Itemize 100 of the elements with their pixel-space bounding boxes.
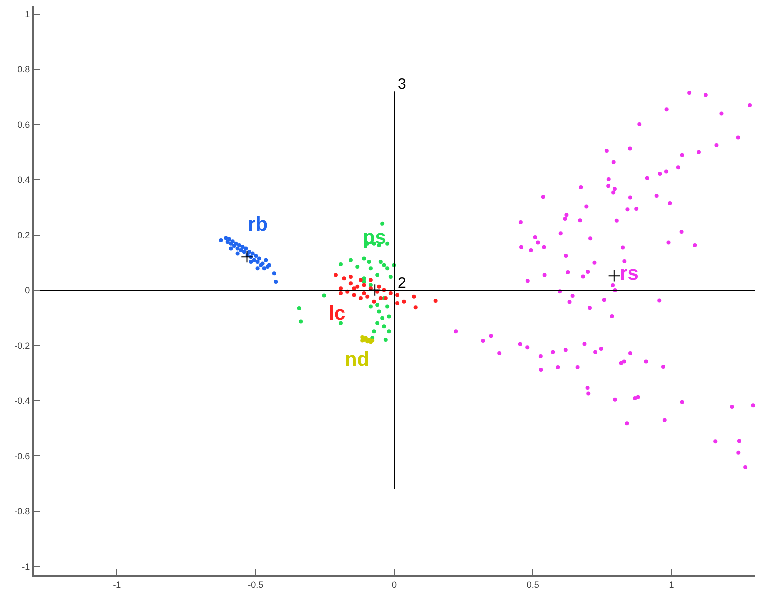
point — [386, 266, 390, 271]
point — [378, 296, 383, 301]
point — [368, 304, 373, 309]
point — [382, 263, 386, 268]
point — [236, 252, 240, 256]
point — [241, 250, 254, 264]
y-tick-label: -0.2 — [14, 340, 30, 351]
point — [362, 292, 366, 296]
annotation: 2 — [398, 275, 406, 292]
y-tick-label: -0.6 — [14, 451, 30, 462]
point — [256, 266, 260, 271]
point — [380, 316, 385, 320]
point — [362, 280, 366, 284]
point — [402, 300, 406, 304]
point — [338, 321, 343, 326]
point — [356, 284, 360, 289]
point — [362, 256, 366, 261]
point — [256, 260, 260, 264]
point — [387, 314, 392, 319]
point — [376, 321, 380, 326]
point — [352, 293, 356, 298]
annotation: 3 — [398, 76, 406, 93]
point — [297, 306, 302, 310]
point — [396, 301, 400, 306]
point — [387, 330, 392, 334]
y-tick-label: 0.8 — [18, 64, 30, 75]
series-label: nd — [345, 349, 370, 371]
y-tick-label: 0.2 — [18, 230, 30, 240]
y-tick-label: 0.4 — [18, 175, 30, 186]
x-tick-label: 0 — [392, 580, 398, 590]
point — [386, 304, 390, 309]
point — [368, 278, 373, 282]
point — [342, 276, 346, 281]
point — [250, 252, 255, 256]
point — [368, 284, 382, 296]
point — [264, 258, 268, 262]
point — [396, 293, 400, 298]
point — [372, 330, 376, 334]
point — [368, 283, 373, 288]
point — [244, 246, 248, 251]
point — [368, 266, 373, 271]
point — [254, 254, 258, 258]
point — [229, 246, 234, 251]
point — [384, 338, 388, 342]
point — [237, 243, 242, 248]
point — [228, 237, 232, 242]
point — [348, 282, 353, 286]
point — [388, 292, 393, 296]
point — [358, 296, 363, 301]
point — [338, 292, 343, 296]
point — [219, 238, 224, 243]
point — [388, 274, 393, 279]
point — [356, 265, 360, 270]
x-tick-label: 0.5 — [526, 580, 540, 590]
point — [358, 278, 363, 282]
series-label: lc — [329, 303, 346, 325]
point — [377, 310, 382, 314]
point — [239, 248, 244, 252]
y-tick-label: 0.6 — [18, 120, 30, 130]
point — [257, 256, 262, 261]
point — [252, 258, 256, 262]
point — [299, 320, 304, 324]
point — [262, 266, 266, 271]
point — [372, 300, 376, 304]
series-label: ps — [363, 227, 386, 249]
x-tick-label: -1 — [113, 580, 122, 590]
series-label: rb — [248, 214, 268, 236]
point — [608, 270, 621, 282]
point — [414, 306, 418, 310]
point — [380, 222, 385, 226]
point — [322, 294, 326, 298]
point — [272, 272, 276, 276]
y-tick-label: -0.4 — [14, 396, 30, 406]
point — [338, 262, 343, 267]
point — [348, 274, 353, 279]
point — [377, 284, 382, 289]
y-tick-label: -1 — [22, 562, 30, 572]
point — [434, 299, 438, 303]
point — [348, 258, 353, 262]
point — [376, 273, 380, 278]
point — [366, 294, 370, 299]
point — [240, 245, 245, 250]
point — [362, 283, 366, 288]
y-tick-label: -0.8 — [14, 506, 30, 517]
point — [249, 260, 254, 264]
x-tick-label: -0.5 — [248, 580, 264, 590]
point — [224, 236, 228, 240]
point — [334, 273, 338, 278]
point — [382, 324, 386, 329]
point — [236, 246, 240, 251]
series-label: rs — [620, 263, 639, 285]
point — [247, 250, 252, 254]
point — [242, 250, 246, 254]
point — [386, 242, 390, 246]
point — [367, 260, 372, 264]
y-tick-label: 1 — [25, 9, 30, 20]
point — [376, 303, 380, 308]
point — [378, 260, 383, 264]
x-tick-label: 1 — [669, 580, 674, 590]
point — [412, 294, 416, 299]
